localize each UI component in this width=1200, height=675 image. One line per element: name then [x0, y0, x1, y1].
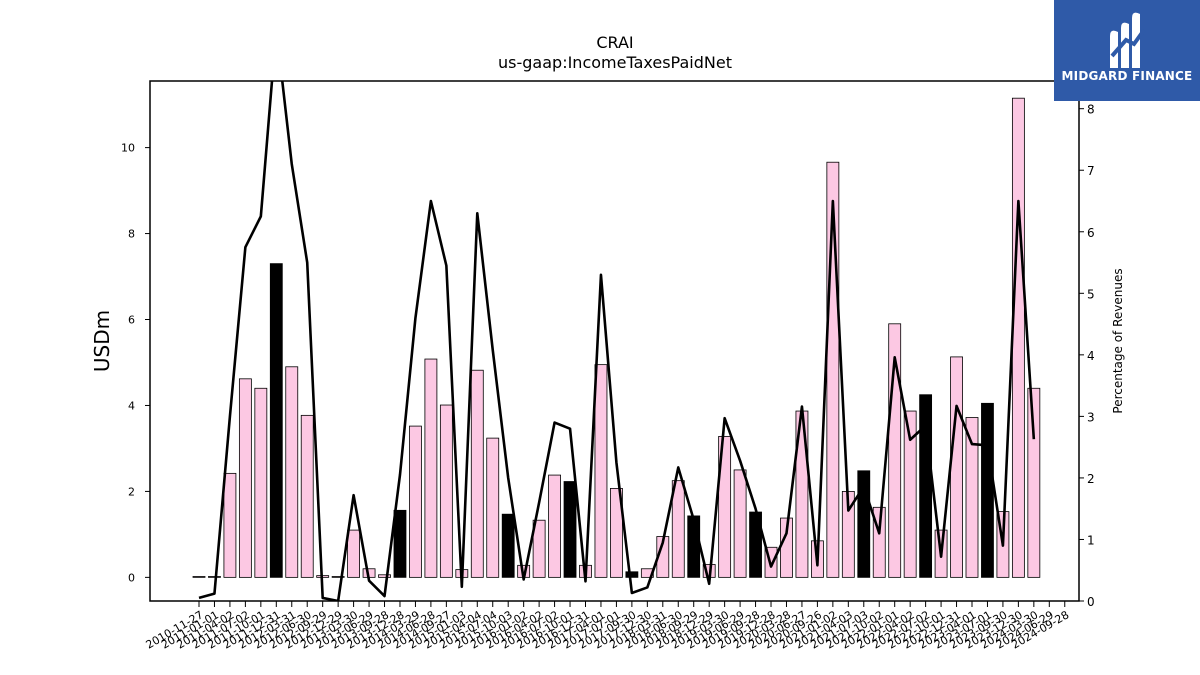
bar	[269, 263, 283, 578]
x-axis: 2010-11-272011-01-012011-04-022011-07-02…	[144, 601, 1071, 652]
y-axis-label: USDm	[90, 310, 114, 372]
bar	[208, 576, 221, 578]
y-axis-right: 0 1 2 3 4 5 6 7 8	[1079, 103, 1095, 609]
bar	[1027, 387, 1041, 578]
bar	[718, 435, 732, 578]
y2-tick-label: 5	[1087, 287, 1095, 301]
bar	[965, 417, 979, 578]
y2-tick-label: 6	[1087, 226, 1095, 240]
line-series	[198, 81, 1036, 601]
y2-tick-label: 2	[1087, 472, 1095, 486]
logo-text: MIDGARD FINANCE	[1061, 69, 1193, 83]
y2-axis-label: Percentage of Revenues	[1111, 268, 1125, 413]
bar	[563, 481, 577, 578]
plot-frame	[149, 80, 1080, 602]
bar	[501, 513, 515, 578]
bar	[223, 472, 237, 578]
chart-title: CRAI	[596, 33, 633, 52]
bar	[625, 571, 639, 578]
y2-tick-label: 0	[1087, 595, 1095, 609]
y2-tick-label: 7	[1087, 164, 1095, 178]
bar	[331, 576, 345, 578]
bar	[300, 414, 314, 578]
bar-series	[192, 97, 1041, 578]
bar	[470, 369, 484, 578]
bar	[254, 387, 268, 578]
bar	[532, 519, 546, 578]
bar	[378, 574, 391, 578]
y2-tick-label: 1	[1087, 533, 1095, 547]
bar	[733, 469, 747, 578]
bar	[192, 576, 206, 578]
bar	[671, 480, 685, 578]
bar	[610, 487, 623, 578]
midgard-logo-icon	[1110, 12, 1146, 69]
y-tick-label: 4	[128, 399, 135, 412]
bar	[347, 529, 361, 578]
y-tick-label: 2	[128, 485, 135, 498]
bar	[285, 366, 299, 578]
bar	[903, 410, 917, 578]
y-tick-label: 6	[128, 314, 135, 327]
y2-tick-label: 4	[1087, 349, 1095, 363]
y2-tick-label: 3	[1087, 410, 1095, 424]
y-axis-left: 0 2 4 6 8 10	[121, 142, 150, 584]
y-tick-label: 0	[128, 571, 135, 584]
bar	[981, 402, 994, 578]
bar	[950, 356, 963, 578]
bar	[424, 358, 438, 578]
line-series-path	[198, 81, 1036, 601]
midgard-finance-logo: MIDGARD FINANCE	[1054, 0, 1200, 101]
bar	[594, 364, 608, 578]
bar	[1011, 97, 1025, 578]
bar	[393, 509, 407, 578]
bar	[486, 437, 500, 578]
y-tick-label: 8	[128, 228, 135, 241]
bar	[439, 404, 453, 578]
bar	[919, 394, 933, 578]
bar	[548, 474, 561, 578]
chart-subtitle: us-gaap:IncomeTaxesPaidNet	[498, 53, 732, 72]
bar	[409, 425, 422, 578]
bar	[238, 378, 252, 578]
y-tick-label: 10	[121, 142, 135, 155]
y2-tick-label: 8	[1087, 103, 1095, 117]
